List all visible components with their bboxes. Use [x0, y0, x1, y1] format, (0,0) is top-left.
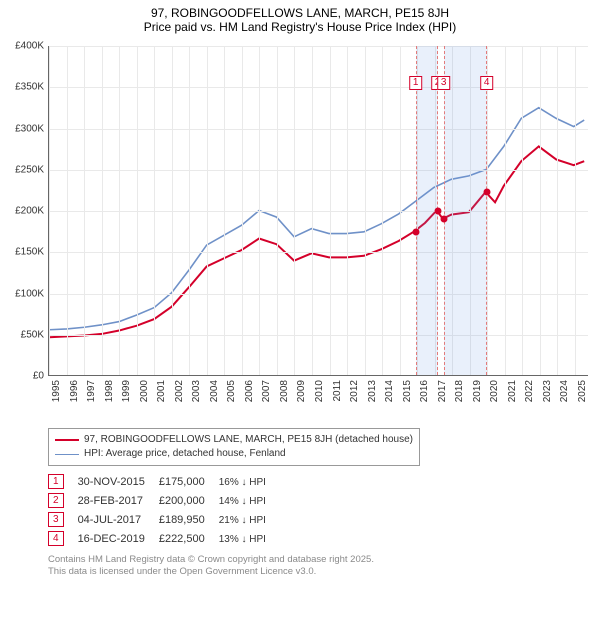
y-tick: £300K [0, 123, 44, 134]
sale-delta: 14% ↓ HPI [219, 491, 280, 510]
sale-index: 3 [48, 512, 64, 527]
legend-item: 97, ROBINGOODFELLOWS LANE, MARCH, PE15 8… [55, 433, 413, 447]
x-tick: 1996 [69, 380, 80, 402]
x-tick: 2003 [191, 380, 202, 402]
sale-dot [412, 228, 419, 235]
x-tick: 2017 [437, 380, 448, 402]
sale-index: 2 [48, 493, 64, 508]
plot-area: 1234 [48, 46, 588, 376]
x-tick: 2004 [209, 380, 220, 402]
sale-dot [483, 189, 490, 196]
legend-label: 97, ROBINGOODFELLOWS LANE, MARCH, PE15 8… [84, 433, 413, 447]
sale-delta: 21% ↓ HPI [219, 510, 280, 529]
sale-price: £200,000 [159, 491, 219, 510]
x-tick: 2011 [332, 380, 343, 402]
y-tick: £400K [0, 41, 44, 52]
legend-item: HPI: Average price, detached house, Fenl… [55, 447, 413, 461]
legend-swatch [55, 439, 79, 441]
x-tick: 2007 [261, 380, 272, 402]
sale-marker-label: 1 [409, 76, 423, 90]
sale-date: 04-JUL-2017 [78, 510, 159, 529]
sale-price: £175,000 [159, 472, 219, 491]
title-subtitle: Price paid vs. HM Land Registry's House … [10, 20, 590, 34]
x-tick: 2006 [244, 380, 255, 402]
y-tick: £200K [0, 206, 44, 217]
x-tick: 2023 [542, 380, 553, 402]
table-row: 3 04-JUL-2017£189,95021% ↓ HPI [48, 510, 280, 529]
x-tick: 2018 [454, 380, 465, 402]
x-tick: 2014 [384, 380, 395, 402]
sale-price: £189,950 [159, 510, 219, 529]
x-tick: 2020 [489, 380, 500, 402]
y-tick: £100K [0, 288, 44, 299]
footer-line1: Contains HM Land Registry data © Crown c… [48, 554, 588, 566]
x-tick: 2001 [156, 380, 167, 402]
sale-date: 16-DEC-2019 [78, 529, 159, 548]
sale-date: 30-NOV-2015 [78, 472, 159, 491]
y-tick: £150K [0, 247, 44, 258]
y-tick: £350K [0, 82, 44, 93]
sale-index: 1 [48, 474, 64, 489]
x-tick: 2005 [226, 380, 237, 402]
footer-attribution: Contains HM Land Registry data © Crown c… [48, 554, 588, 579]
x-tick: 2000 [139, 380, 150, 402]
sale-price: £222,500 [159, 529, 219, 548]
sale-delta: 16% ↓ HPI [219, 472, 280, 491]
sale-delta: 13% ↓ HPI [219, 529, 280, 548]
table-row: 2 28-FEB-2017£200,00014% ↓ HPI [48, 491, 280, 510]
table-row: 4 16-DEC-2019£222,50013% ↓ HPI [48, 529, 280, 548]
x-tick: 2016 [419, 380, 430, 402]
sale-dot [434, 208, 441, 215]
title-address: 97, ROBINGOODFELLOWS LANE, MARCH, PE15 8… [10, 6, 590, 20]
y-tick: £50K [0, 329, 44, 340]
x-tick: 1995 [51, 380, 62, 402]
x-tick: 2013 [367, 380, 378, 402]
x-tick: 2021 [507, 380, 518, 402]
legend: 97, ROBINGOODFELLOWS LANE, MARCH, PE15 8… [48, 428, 420, 466]
sales-table: 1 30-NOV-2015£175,00016% ↓ HPI 2 28-FEB-201… [48, 472, 280, 548]
chart-area: 1234 £0£50K£100K£150K£200K£250K£300K£350… [0, 36, 600, 426]
y-tick: £0 [0, 371, 44, 382]
table-row: 1 30-NOV-2015£175,00016% ↓ HPI [48, 472, 280, 491]
footer-line2: This data is licensed under the Open Gov… [48, 566, 588, 578]
x-tick: 2009 [296, 380, 307, 402]
sale-dot [440, 216, 447, 223]
x-tick: 2015 [402, 380, 413, 402]
x-tick: 2024 [559, 380, 570, 402]
x-tick: 2002 [174, 380, 185, 402]
x-tick: 2022 [524, 380, 535, 402]
sale-band [444, 46, 487, 375]
x-tick: 2012 [349, 380, 360, 402]
x-tick: 2025 [577, 380, 588, 402]
x-tick: 2019 [472, 380, 483, 402]
x-tick: 1999 [121, 380, 132, 402]
x-tick: 1997 [86, 380, 97, 402]
legend-label: HPI: Average price, detached house, Fenl… [84, 447, 286, 461]
sale-date: 28-FEB-2017 [78, 491, 159, 510]
sale-index: 4 [48, 531, 64, 546]
chart-title: 97, ROBINGOODFELLOWS LANE, MARCH, PE15 8… [0, 0, 600, 36]
legend-swatch [55, 454, 79, 455]
x-tick: 2008 [279, 380, 290, 402]
x-tick: 1998 [104, 380, 115, 402]
sale-marker-label: 3 [437, 76, 451, 90]
x-tick: 2010 [314, 380, 325, 402]
sale-marker-label: 4 [480, 76, 494, 90]
y-tick: £250K [0, 164, 44, 175]
